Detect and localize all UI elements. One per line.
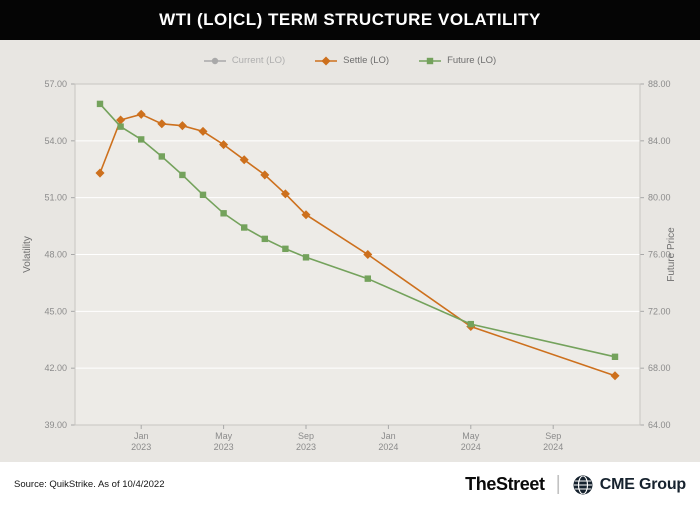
future-lo-marker	[158, 153, 165, 160]
future-lo-marker	[364, 275, 371, 282]
future-lo-marker	[179, 171, 186, 179]
future-lo-marker	[138, 136, 145, 143]
left-axis-tick-label: 39.00	[44, 420, 67, 430]
x-axis-tick-label: Jan 2024	[378, 431, 398, 452]
settle-lo-marker	[116, 115, 126, 125]
right-axis-title: Future Price	[666, 227, 677, 282]
cme-group-logo: CME Group	[572, 474, 686, 496]
future-lo-marker	[241, 224, 248, 231]
chart-plot: 39.00 64.00 42.00 68.00 45.00 72.00 48.00 76.00…	[22, 79, 677, 452]
legend-label: Future (LO)	[447, 55, 497, 66]
cme-globe-icon	[573, 475, 593, 494]
left-axis-tick-label: 57.00	[44, 79, 67, 89]
right-axis-tick-label: 84.00	[648, 136, 671, 146]
x-axis-tick-label: Jan 2023	[131, 431, 151, 452]
source-note: Source: QuikStrike. As of 10/4/2022	[14, 479, 165, 490]
legend-item-future-lo[interactable]: Future (LO)	[419, 55, 496, 66]
x-axis-tick-label: May 2023	[214, 431, 234, 452]
x-axis-tick-label: Sep 2023	[296, 431, 316, 452]
footer: Source: QuikStrike. As of 10/4/2022 TheS…	[0, 462, 700, 507]
settle-lo-marker	[177, 121, 187, 131]
future-lo-marker	[96, 100, 104, 108]
title-bar: WTI (LO|CL) TERM STRUCTURE VOLATILITY	[0, 0, 700, 40]
right-axis-tick-label: 76.00	[648, 250, 671, 260]
right-axis-tick-label: 72.00	[648, 306, 671, 316]
legend-item-settle-lo[interactable]: Settle (LO)	[315, 55, 389, 66]
settle-lo-marker-icon	[315, 55, 338, 66]
chart-title: WTI (LO|CL) TERM STRUCTURE VOLATILITY	[159, 10, 541, 29]
left-axis-tick-label: 51.00	[44, 193, 67, 203]
legend-item-current-lo[interactable]: Current (LO)	[203, 55, 286, 66]
plot-border	[74, 83, 641, 426]
right-axis-tick-label: 88.00	[648, 79, 671, 89]
right-axis-tick-label: 68.00	[648, 363, 671, 373]
future-lo-marker	[220, 210, 227, 217]
brand-separator: |	[555, 473, 561, 495]
future-lo-marker	[611, 353, 619, 360]
right-axis-tick-label: 80.00	[648, 193, 671, 203]
x-axis-tick-label: Sep 2024	[543, 431, 563, 452]
future-lo-line	[99, 103, 616, 358]
legend-label: Settle (LO)	[343, 55, 390, 66]
settle-lo-marker	[280, 189, 290, 199]
future-lo-marker	[261, 235, 268, 243]
settle-lo-line	[99, 113, 616, 377]
settle-lo-marker	[260, 170, 270, 180]
future-lo-marker	[199, 191, 207, 199]
settle-lo-marker	[363, 249, 373, 260]
brand-logos: TheStreet | CME Group	[465, 473, 686, 496]
cme-group-label: CME Group	[599, 475, 686, 493]
left-axis-title: Volatility	[22, 236, 33, 273]
chart-region: Current (LO) Settle (LO) Future (LO) 39.00…	[0, 40, 700, 462]
left-axis-tick-label: 45.00	[44, 306, 67, 316]
settle-lo-marker	[239, 155, 249, 165]
future-lo-marker	[467, 320, 474, 328]
settle-lo-marker	[136, 109, 146, 119]
thestreet-logo: TheStreet	[465, 474, 545, 494]
settle-lo-marker	[157, 119, 167, 129]
settle-lo-marker	[198, 126, 208, 136]
chart-legend: Current (LO) Settle (LO) Future (LO)	[0, 55, 700, 66]
future-lo-marker-icon	[419, 57, 442, 64]
left-axis-tick-label: 42.00	[44, 363, 67, 373]
future-lo-marker	[117, 123, 124, 130]
x-axis-tick-label: May 2024	[461, 431, 481, 452]
right-axis-tick-label: 64.00	[648, 420, 671, 430]
left-axis-tick-label: 54.00	[44, 136, 67, 146]
future-lo-marker	[282, 245, 289, 253]
left-axis-tick-label: 48.00	[44, 250, 67, 260]
current-lo-marker-icon	[203, 57, 226, 64]
legend-label: Current (LO)	[231, 55, 286, 66]
future-lo-marker	[302, 254, 310, 261]
